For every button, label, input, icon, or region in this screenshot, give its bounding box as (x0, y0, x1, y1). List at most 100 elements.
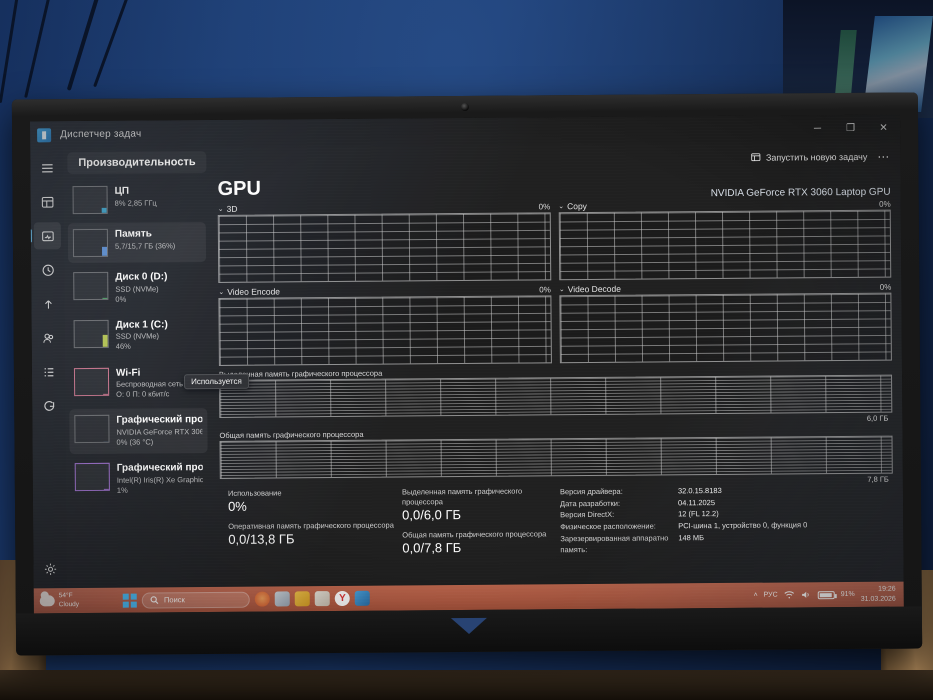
maximize-button[interactable]: ❐ (846, 122, 856, 135)
battery-icon[interactable] (817, 590, 835, 599)
users-icon[interactable] (35, 324, 62, 351)
device-name: Память (114, 228, 152, 240)
list-item-gpu0[interactable]: Графический процессор 0 NVIDIA GeForce R… (69, 408, 208, 455)
engine-row-top: ⌄ 3D 0% ⌄ Copy (218, 198, 892, 283)
task-manager-taskbar-icon[interactable] (354, 590, 371, 606)
gpu0-thumbnail (74, 415, 110, 444)
reserved-memory-value: 148 МБ (678, 532, 705, 542)
engine-video-encode-value: 0% (539, 284, 551, 294)
directx-version-value: 12 (FL 12.2) (678, 509, 719, 519)
minimize-button[interactable]: ─ (813, 123, 822, 135)
wifi-thumbnail (73, 367, 110, 396)
taskbar-center: Поиск Y (122, 590, 371, 609)
dedicated-mem-label: Выделенная память графического процессор… (401, 486, 523, 507)
device-sub1: 8% 2,85 ГГц (114, 197, 157, 208)
app-history-icon[interactable] (34, 256, 61, 283)
yandex-browser-icon[interactable]: Y (334, 590, 351, 607)
services-icon[interactable] (35, 392, 62, 419)
clock[interactable]: 19:26 31.03.2026 (861, 585, 896, 603)
reserved-memory-key: Зарезервированная аппаратно память: (560, 532, 669, 555)
gpu-ram-label: Оперативная память графического процессо… (228, 520, 394, 531)
cpu-thumbnail (72, 185, 108, 215)
settings-gear-icon[interactable] (36, 555, 63, 582)
driver-version-value: 32.0.15.8183 (677, 486, 722, 496)
navigation-rail (30, 148, 67, 589)
shared-memory-graph: 7,8 ГБ (219, 435, 893, 484)
taskbar: 54°F Cloudy Поиск Y ˄ (33, 581, 904, 614)
shared-memory-block: Общая память графического процессора 7,8… (219, 425, 893, 484)
dedicated-memory-block: Выделенная память графического процессор… (219, 364, 893, 423)
search-placeholder: Поиск (163, 595, 185, 605)
list-item-disk1[interactable]: Диск 1 (C:) SSD (NVMe) 46% (69, 313, 207, 359)
device-sub1: Беспроводная сеть (116, 379, 184, 389)
gpu-model-name: NVIDIA GeForce RTX 3060 Laptop GPU (710, 186, 891, 200)
physical-location-key: Физическое расположение: (560, 521, 656, 532)
dedicated-memory-graph: 6,0 ГБ (219, 374, 893, 423)
physical-location-value: PCI-шина 1, устройство 0, функция 0 (678, 520, 808, 531)
directx-version-key: Версия DirectX: (560, 510, 615, 520)
engine-3d-value: 0% (538, 201, 551, 211)
driver-date-value: 04.11.2025 (677, 497, 716, 507)
window-body: Производительность Запустить новую задач… (30, 142, 903, 589)
wifi-icon[interactable] (784, 590, 795, 599)
header-actions: Запустить новую задачу ⋯ (750, 149, 890, 164)
brave-browser-icon[interactable] (254, 591, 271, 607)
task-manager-icon (37, 127, 52, 142)
engine-video-encode-graph (218, 295, 552, 366)
engine-3d-graph (217, 212, 551, 283)
weather-description: Cloudy (58, 600, 80, 608)
processes-icon[interactable] (34, 188, 61, 215)
list-item-disk0[interactable]: Диск 0 (D:) SSD (NVMe) 0% (68, 265, 206, 311)
sidebar-item-performance[interactable] (33, 222, 62, 250)
volume-icon[interactable] (801, 590, 812, 599)
list-item-gpu1[interactable]: Графический процессор 1 Intel(R) Iris(R)… (70, 456, 208, 502)
search-icon (150, 596, 159, 604)
engine-video-decode-label: Video Decode (567, 283, 621, 295)
device-sub1: NVIDIA GeForce RTX 3060 ... (116, 426, 203, 437)
content-header: Производительность Запустить новую задач… (63, 142, 900, 178)
language-indicator[interactable]: РУС (763, 591, 778, 599)
details-icon[interactable] (35, 358, 62, 385)
file-explorer-icon[interactable] (274, 591, 291, 607)
device-sub2: 0% (36 °C) (116, 437, 154, 447)
startup-apps-icon[interactable] (34, 290, 61, 317)
search-input[interactable]: Поиск (141, 591, 251, 609)
window-controls: ─ ❐ ✕ (801, 115, 900, 143)
folder-icon[interactable] (294, 591, 311, 607)
hamburger-menu-icon[interactable] (33, 154, 60, 181)
device-name: Диск 0 (D:) (115, 271, 168, 283)
content-area: Производительность Запустить новую задач… (63, 142, 903, 589)
microsoft-store-icon[interactable] (314, 591, 331, 607)
weather-widget[interactable]: 54°F Cloudy (39, 592, 80, 609)
more-options-icon[interactable]: ⋯ (877, 149, 891, 164)
start-button-icon[interactable] (122, 593, 138, 608)
dedicated-mem-value: 0,0/6,0 ГБ (402, 506, 462, 523)
engine-copy: ⌄ Copy 0% (558, 198, 892, 281)
device-sub2: О: 0 П: 0 кбит/с (116, 389, 170, 399)
weather-temperature: 54°F (58, 592, 73, 600)
tray-chevron-icon[interactable]: ˄ (753, 591, 758, 599)
tooltip: Используется (183, 373, 249, 390)
device-sub1: SSD (NVMe) (115, 283, 159, 294)
gpu-ram-value: 0,0/13,8 ГБ (228, 531, 295, 547)
close-button[interactable]: ✕ (879, 122, 888, 134)
stats-details-column: Версия драйвера: 32.0.15.8183 Дата разра… (560, 484, 886, 562)
chevron-down-icon: ⌄ (558, 286, 565, 294)
disk0-thumbnail (73, 271, 109, 301)
list-item-memory[interactable]: Память 5,7/15,7 ГБ (36%) (67, 222, 207, 264)
page-title: Производительность (67, 150, 207, 174)
disk1-thumbnail (73, 319, 109, 348)
engine-3d-label: 3D (226, 203, 238, 214)
list-item-cpu[interactable]: ЦП 8% 2,85 ГГц (67, 179, 205, 220)
device-sub2: 46% (115, 342, 131, 352)
engine-video-decode-graph (558, 292, 892, 364)
engine-copy-value: 0% (879, 199, 891, 209)
battery-percentage: 91% (840, 590, 855, 599)
gpu-detail-pane: GPU NVIDIA GeForce RTX 3060 Laptop GPU ⌄… (209, 171, 903, 587)
engine-row-bottom: ⌄ Video Encode 0% ⌄ Video Dec (218, 281, 892, 366)
device-sub1: Intel(R) Iris(R) Xe Graphics (116, 474, 203, 485)
brand-logo (450, 617, 488, 635)
device-name: Графический процессор 0 (116, 414, 203, 427)
run-new-task-button[interactable]: Запустить новую задачу (750, 151, 867, 163)
laptop-chinbar (15, 606, 923, 656)
